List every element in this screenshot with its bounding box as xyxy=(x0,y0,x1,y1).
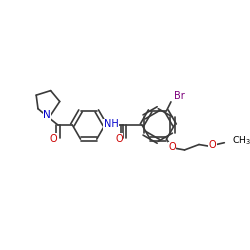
Text: O: O xyxy=(209,140,216,150)
Text: NH: NH xyxy=(104,119,119,129)
Text: Br: Br xyxy=(174,92,184,102)
Text: O: O xyxy=(168,142,176,152)
Text: CH$_3$: CH$_3$ xyxy=(232,135,250,147)
Text: O: O xyxy=(50,134,57,143)
Text: N: N xyxy=(43,110,51,120)
Text: O: O xyxy=(115,134,123,143)
